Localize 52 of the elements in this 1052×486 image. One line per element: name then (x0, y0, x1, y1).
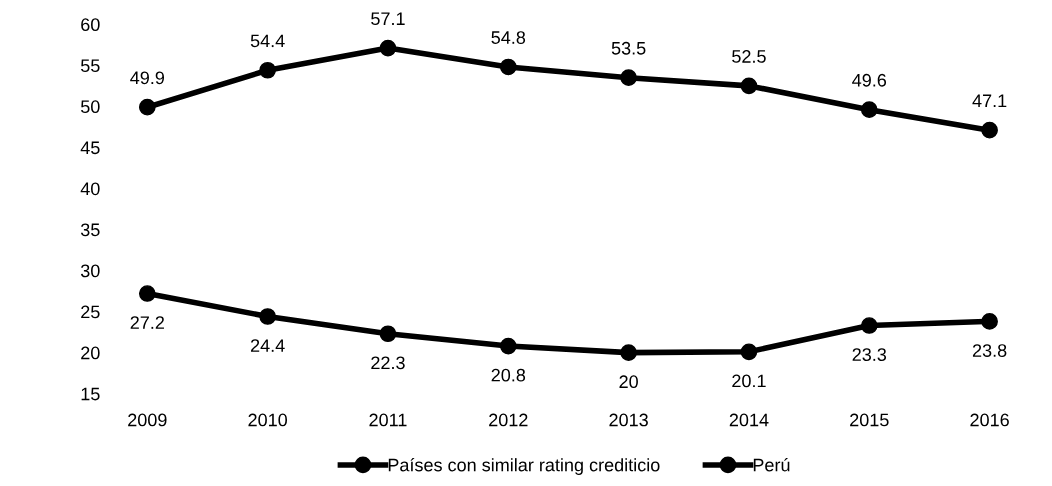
data-label: 20.1 (732, 374, 766, 388)
y-tick-label: 45 (80, 141, 100, 155)
x-tick-label: 2014 (729, 413, 769, 427)
data-label: 52.5 (732, 50, 766, 63)
data-label: 23.8 (972, 344, 1007, 357)
y-tick-label: 50 (80, 100, 100, 114)
point (860, 101, 878, 118)
legend-label: Países con similar rating crediticio (388, 457, 660, 475)
point (620, 344, 637, 361)
data-label: 47.1 (972, 94, 1007, 107)
point (981, 313, 998, 330)
y-tick-label: 35 (80, 223, 100, 237)
point (379, 325, 397, 343)
x-tick-label: 2016 (970, 413, 1009, 427)
point (740, 343, 758, 361)
x-tick-label: 2015 (850, 413, 889, 427)
point (860, 317, 878, 334)
y-tick-label: 40 (80, 182, 100, 196)
point (379, 39, 397, 57)
data-label: 24.4 (250, 339, 285, 352)
point (981, 121, 998, 139)
x-tick-label: 2012 (489, 413, 528, 427)
point (740, 77, 758, 95)
data-label: 27.2 (130, 316, 164, 329)
data-label: 23.3 (852, 348, 887, 362)
data-label: 53.5 (611, 41, 646, 55)
legend-label: Perú (753, 457, 790, 472)
x-tick-label: 2010 (248, 413, 288, 427)
data-label: 49.9 (130, 71, 165, 85)
x-tick-label: 2013 (609, 413, 648, 427)
y-tick-label: 20 (81, 346, 100, 360)
data-label: 49.6 (852, 73, 887, 87)
y-tick-label: 60 (81, 18, 100, 32)
point (259, 61, 276, 79)
y-tick-label: 30 (80, 264, 100, 278)
point (259, 308, 276, 325)
y-tick-label: 25 (81, 305, 100, 319)
data-label: 54.4 (250, 34, 285, 48)
point (138, 98, 156, 116)
y-tick-label: 55 (80, 59, 100, 73)
x-tick-label: 2009 (128, 413, 167, 427)
data-label: 57.1 (371, 12, 405, 26)
y-tick-label: 15 (81, 387, 100, 401)
data-label: 20 (619, 375, 638, 389)
data-label: 20.8 (491, 368, 526, 382)
data-label: 54.8 (491, 31, 526, 44)
x-tick-label: 2011 (369, 413, 407, 427)
point (499, 58, 517, 76)
point (138, 285, 156, 302)
data-label: 22.3 (371, 356, 405, 370)
point (620, 69, 637, 86)
point (499, 337, 517, 355)
